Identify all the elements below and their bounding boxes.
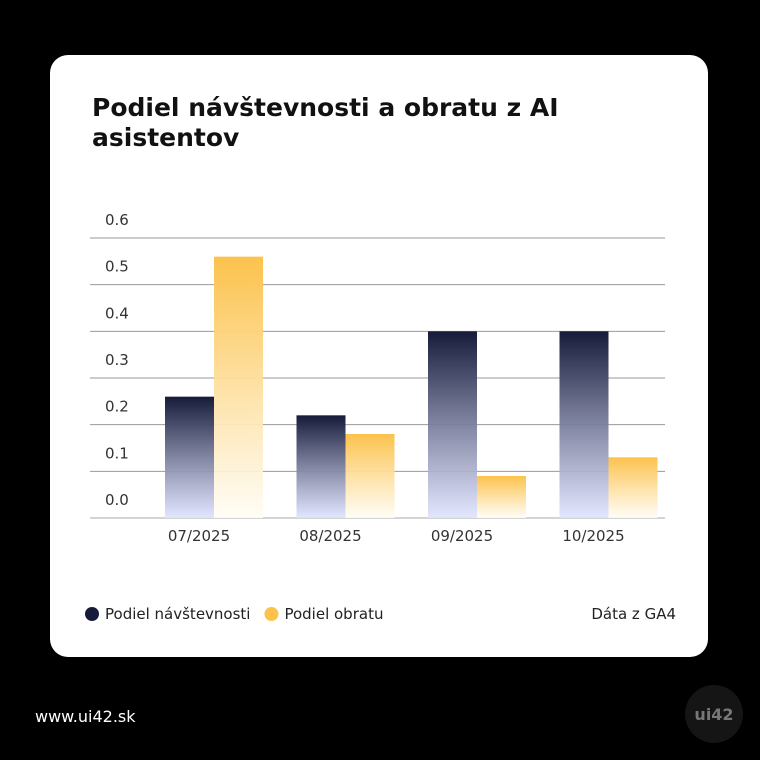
- y-tick-label: 0.4: [105, 304, 129, 322]
- x-tick-label: 09/2025: [431, 527, 493, 545]
- logo-badge: [685, 685, 743, 743]
- y-tick-label: 0.6: [105, 211, 129, 229]
- bar: [165, 396, 214, 518]
- y-tick-label: 0.5: [105, 258, 129, 276]
- y-tick-label: 0.0: [105, 491, 129, 509]
- bar: [345, 434, 395, 518]
- x-tick-label: 08/2025: [299, 527, 361, 545]
- chart-title: Podiel návštevnosti a obratu z AI asisten…: [92, 93, 559, 152]
- legend-swatch: [85, 607, 99, 621]
- bar: [296, 415, 346, 518]
- bar: [214, 256, 263, 518]
- bar: [428, 331, 477, 518]
- footer-url[interactable]: www.ui42.sk: [35, 707, 136, 726]
- legend-label: Podiel obratu: [284, 605, 383, 623]
- logo: ui42: [694, 705, 733, 724]
- source-note: Dáta z GA4: [591, 605, 676, 623]
- legend-label: Podiel návštevnosti: [105, 605, 250, 623]
- y-tick-label: 0.1: [105, 444, 129, 462]
- bar: [559, 331, 609, 518]
- bar: [477, 476, 526, 518]
- x-tick-label: 07/2025: [168, 527, 230, 545]
- y-tick-label: 0.2: [105, 398, 129, 416]
- legend-swatch: [264, 607, 279, 621]
- y-tick-label: 0.3: [105, 351, 129, 369]
- x-tick-label: 10/2025: [562, 527, 624, 545]
- bar: [608, 457, 658, 518]
